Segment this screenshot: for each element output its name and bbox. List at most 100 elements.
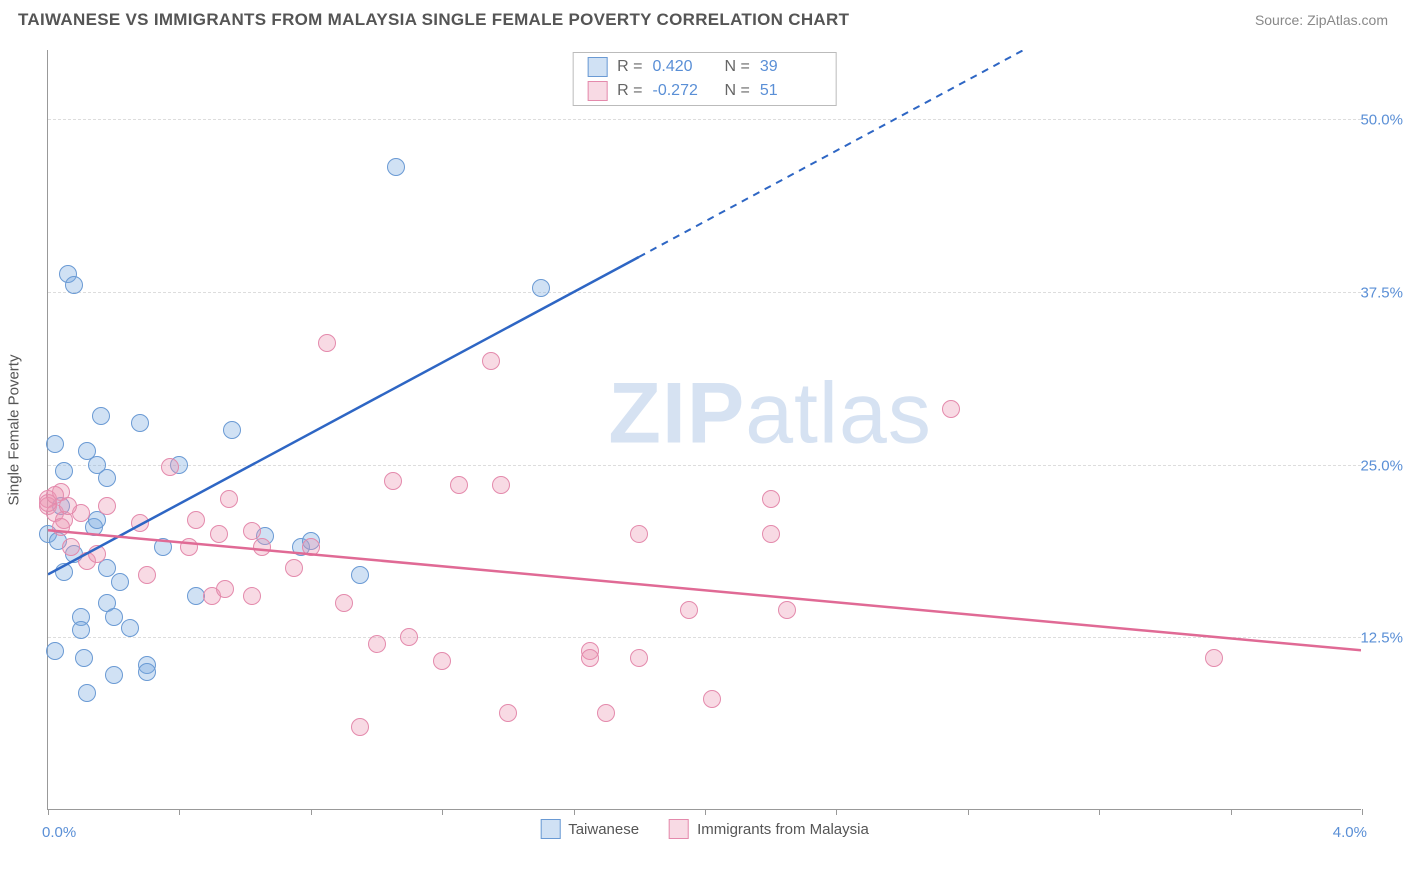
- legend-label-malaysia: Immigrants from Malaysia: [697, 821, 869, 838]
- data-point: [216, 580, 234, 598]
- data-point: [302, 538, 320, 556]
- watermark-light: atlas: [745, 366, 932, 462]
- data-point: [243, 522, 261, 540]
- data-point: [220, 490, 238, 508]
- r-label: R =: [617, 82, 642, 100]
- data-point: [450, 476, 468, 494]
- data-point: [762, 525, 780, 543]
- legend-item-taiwanese: Taiwanese: [540, 819, 639, 839]
- data-point: [98, 469, 116, 487]
- n-value-taiwanese: 39: [760, 58, 822, 76]
- data-point: [532, 279, 550, 297]
- x-tick: [179, 809, 180, 815]
- data-point: [433, 652, 451, 670]
- data-point: [52, 518, 70, 536]
- data-point: [88, 545, 106, 563]
- data-point: [384, 472, 402, 490]
- data-point: [131, 514, 149, 532]
- y-tick-label: 37.5%: [1360, 284, 1403, 301]
- data-point: [72, 621, 90, 639]
- watermark: ZIPatlas: [608, 365, 931, 464]
- data-point: [55, 563, 73, 581]
- correlation-legend: R = 0.420 N = 39 R = -0.272 N = 51: [572, 52, 837, 106]
- data-point: [46, 642, 64, 660]
- data-point: [351, 566, 369, 584]
- data-point: [630, 525, 648, 543]
- chart-header: TAIWANESE VS IMMIGRANTS FROM MALAYSIA SI…: [0, 0, 1406, 36]
- swatch-malaysia: [587, 81, 607, 101]
- data-point: [62, 538, 80, 556]
- data-point: [161, 458, 179, 476]
- x-tick: [311, 809, 312, 815]
- data-point: [703, 690, 721, 708]
- data-point: [387, 158, 405, 176]
- y-axis-title: Single Female Poverty: [6, 354, 23, 505]
- chart-title: TAIWANESE VS IMMIGRANTS FROM MALAYSIA SI…: [18, 10, 849, 30]
- x-axis-start-label: 0.0%: [42, 824, 76, 841]
- data-point: [243, 587, 261, 605]
- data-point: [187, 587, 205, 605]
- n-label: N =: [725, 58, 750, 76]
- r-value-taiwanese: 0.420: [653, 58, 715, 76]
- x-tick: [48, 809, 49, 815]
- x-axis-end-label: 4.0%: [1333, 824, 1367, 841]
- data-point: [762, 490, 780, 508]
- data-point: [138, 566, 156, 584]
- watermark-bold: ZIP: [608, 366, 745, 462]
- data-point: [285, 559, 303, 577]
- data-point: [55, 462, 73, 480]
- data-point: [400, 628, 418, 646]
- data-point: [778, 601, 796, 619]
- data-point: [499, 704, 517, 722]
- data-point: [131, 414, 149, 432]
- gridline: 50.0%: [48, 119, 1361, 120]
- data-point: [368, 635, 386, 653]
- r-value-malaysia: -0.272: [653, 82, 715, 100]
- gridline: 12.5%: [48, 637, 1361, 638]
- data-point: [318, 334, 336, 352]
- data-point: [105, 666, 123, 684]
- swatch-taiwanese: [587, 57, 607, 77]
- x-tick: [705, 809, 706, 815]
- chart-source: Source: ZipAtlas.com: [1255, 12, 1388, 28]
- data-point: [138, 663, 156, 681]
- data-point: [121, 619, 139, 637]
- data-point: [105, 608, 123, 626]
- y-tick-label: 50.0%: [1360, 112, 1403, 129]
- data-point: [351, 718, 369, 736]
- gridline: 25.0%: [48, 465, 1361, 466]
- x-tick: [574, 809, 575, 815]
- legend-label-taiwanese: Taiwanese: [568, 821, 639, 838]
- x-tick: [1362, 809, 1363, 815]
- data-point: [65, 276, 83, 294]
- r-label: R =: [617, 58, 642, 76]
- n-value-malaysia: 51: [760, 82, 822, 100]
- n-label: N =: [725, 82, 750, 100]
- x-tick: [968, 809, 969, 815]
- data-point: [942, 400, 960, 418]
- swatch-taiwanese: [540, 819, 560, 839]
- data-point: [154, 538, 172, 556]
- x-tick: [1231, 809, 1232, 815]
- data-point: [59, 497, 77, 515]
- data-point: [111, 573, 129, 591]
- data-point: [581, 649, 599, 667]
- x-tick: [442, 809, 443, 815]
- data-point: [680, 601, 698, 619]
- swatch-malaysia: [669, 819, 689, 839]
- y-tick-label: 25.0%: [1360, 457, 1403, 474]
- data-point: [482, 352, 500, 370]
- scatter-chart: ZIPatlas Single Female Poverty 12.5%25.0…: [47, 50, 1361, 810]
- y-tick-label: 12.5%: [1360, 630, 1403, 647]
- data-point: [630, 649, 648, 667]
- legend-item-malaysia: Immigrants from Malaysia: [669, 819, 869, 839]
- data-point: [75, 649, 93, 667]
- data-point: [1205, 649, 1223, 667]
- legend-row-taiwanese: R = 0.420 N = 39: [573, 55, 836, 79]
- data-point: [335, 594, 353, 612]
- series-legend: Taiwanese Immigrants from Malaysia: [540, 819, 869, 839]
- gridline: 37.5%: [48, 292, 1361, 293]
- data-point: [92, 407, 110, 425]
- data-point: [597, 704, 615, 722]
- data-point: [253, 538, 271, 556]
